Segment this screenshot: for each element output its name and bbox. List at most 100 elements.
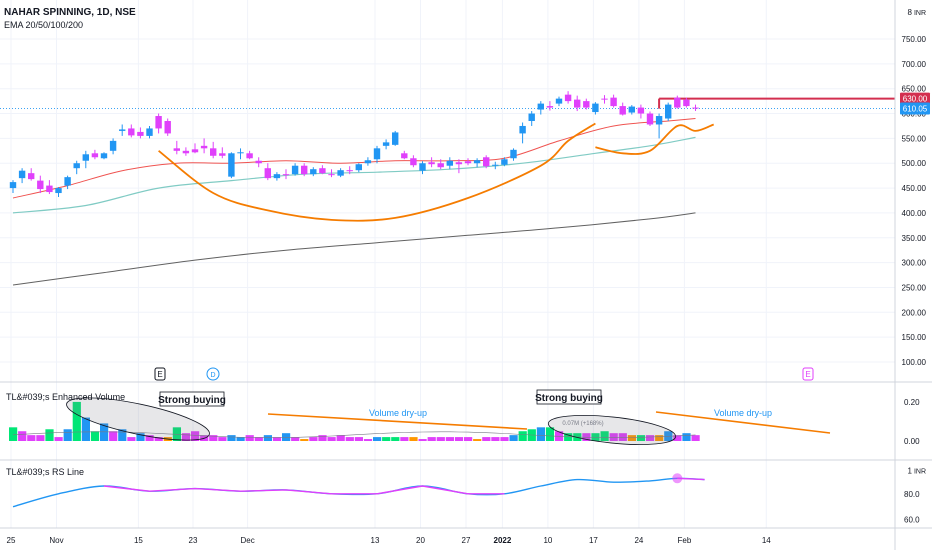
candle[interactable] [410,158,417,166]
volume-bar[interactable] [691,435,700,441]
candle[interactable] [109,140,117,151]
candle[interactable] [64,177,71,186]
candle[interactable] [483,157,490,167]
volume-bar[interactable] [518,431,527,441]
candle[interactable] [128,128,135,136]
candle[interactable] [246,153,253,159]
volume-bar[interactable] [491,437,500,441]
candle[interactable] [628,106,635,113]
candle[interactable] [419,163,426,171]
candle[interactable] [328,174,335,176]
volume-bar[interactable] [682,433,691,441]
candle[interactable] [555,98,563,104]
volume-bar[interactable] [409,437,418,441]
volume-bar[interactable] [382,437,391,441]
volume-bar[interactable] [509,435,518,441]
volume-bar[interactable] [227,435,236,441]
volume-bar[interactable] [272,437,282,441]
candle[interactable] [464,161,472,164]
volume-bar[interactable] [482,437,491,441]
candle[interactable] [510,149,517,159]
volume-bar[interactable] [336,435,345,441]
volume-bar[interactable] [391,437,400,441]
volume-bar[interactable] [363,439,373,441]
volume-bar[interactable] [81,417,90,441]
candle[interactable] [37,180,44,190]
candle[interactable] [28,173,35,180]
volume-bar[interactable] [45,429,54,441]
volume-bar[interactable] [236,437,245,441]
volume-bar[interactable] [400,437,409,441]
volume-bar[interactable] [309,437,318,441]
volume-bar[interactable] [436,437,445,441]
candle[interactable] [519,125,526,134]
volume-bar[interactable] [300,439,309,441]
volume-bar[interactable] [627,435,636,441]
volume-bar[interactable] [36,435,45,441]
candle[interactable] [574,99,581,108]
candle[interactable] [18,170,26,179]
candle[interactable] [401,153,408,159]
volume-bar[interactable] [127,437,136,441]
volume-bar[interactable] [427,437,436,441]
candle[interactable] [501,159,508,165]
candle[interactable] [646,113,654,125]
volume-bar[interactable] [318,435,327,441]
dividend-marker-circle[interactable] [206,367,220,381]
volume-bar[interactable] [591,433,600,441]
candle[interactable] [610,97,617,107]
candle[interactable] [219,153,226,156]
volume-bar[interactable] [254,437,263,441]
candle[interactable] [446,160,453,166]
candle[interactable] [210,148,217,156]
volume-bar[interactable] [181,433,191,441]
candle[interactable] [665,104,672,119]
candle[interactable] [692,107,699,109]
volume-bar[interactable] [72,401,81,441]
candle[interactable] [155,116,162,129]
volume-bar[interactable] [418,439,427,441]
candle[interactable] [583,101,590,108]
volume-bar[interactable] [245,435,254,441]
candle[interactable] [492,164,499,166]
candle[interactable] [683,99,690,107]
candle[interactable] [392,132,399,145]
candle[interactable] [637,107,645,114]
candle[interactable] [346,170,353,172]
volume-bar[interactable] [218,437,227,441]
candle[interactable] [437,163,444,168]
candle[interactable] [564,94,572,102]
volume-bar[interactable] [464,437,473,441]
volume-bar[interactable] [154,437,163,441]
candle[interactable] [355,164,362,171]
candle[interactable] [9,182,17,189]
candle[interactable] [674,97,681,108]
volume-bar[interactable] [63,429,72,441]
volume-pane[interactable]: Strong buying Strong buying 0.07M (+168%) V… [9,389,831,449]
candle[interactable] [100,153,108,159]
volume-bar[interactable] [136,433,145,441]
candle[interactable] [73,163,80,169]
volume-bar[interactable] [445,437,454,441]
candle[interactable] [146,128,153,136]
candle[interactable] [264,168,271,179]
volume-bar[interactable] [145,435,154,441]
candle[interactable] [655,116,663,125]
volume-bar[interactable] [564,433,573,441]
candle[interactable] [119,129,126,131]
volume-bar[interactable] [373,437,382,441]
candle[interactable] [364,160,372,164]
candle[interactable] [291,165,299,175]
volume-bar[interactable] [545,427,555,441]
volume-bar[interactable] [600,431,609,441]
candle[interactable] [528,113,535,121]
volume-bar[interactable] [354,437,363,441]
candle[interactable] [546,106,554,108]
candle[interactable] [601,98,608,100]
candle[interactable] [164,120,171,134]
candle[interactable] [228,153,235,177]
candle[interactable] [301,165,308,175]
candle[interactable] [137,131,144,136]
